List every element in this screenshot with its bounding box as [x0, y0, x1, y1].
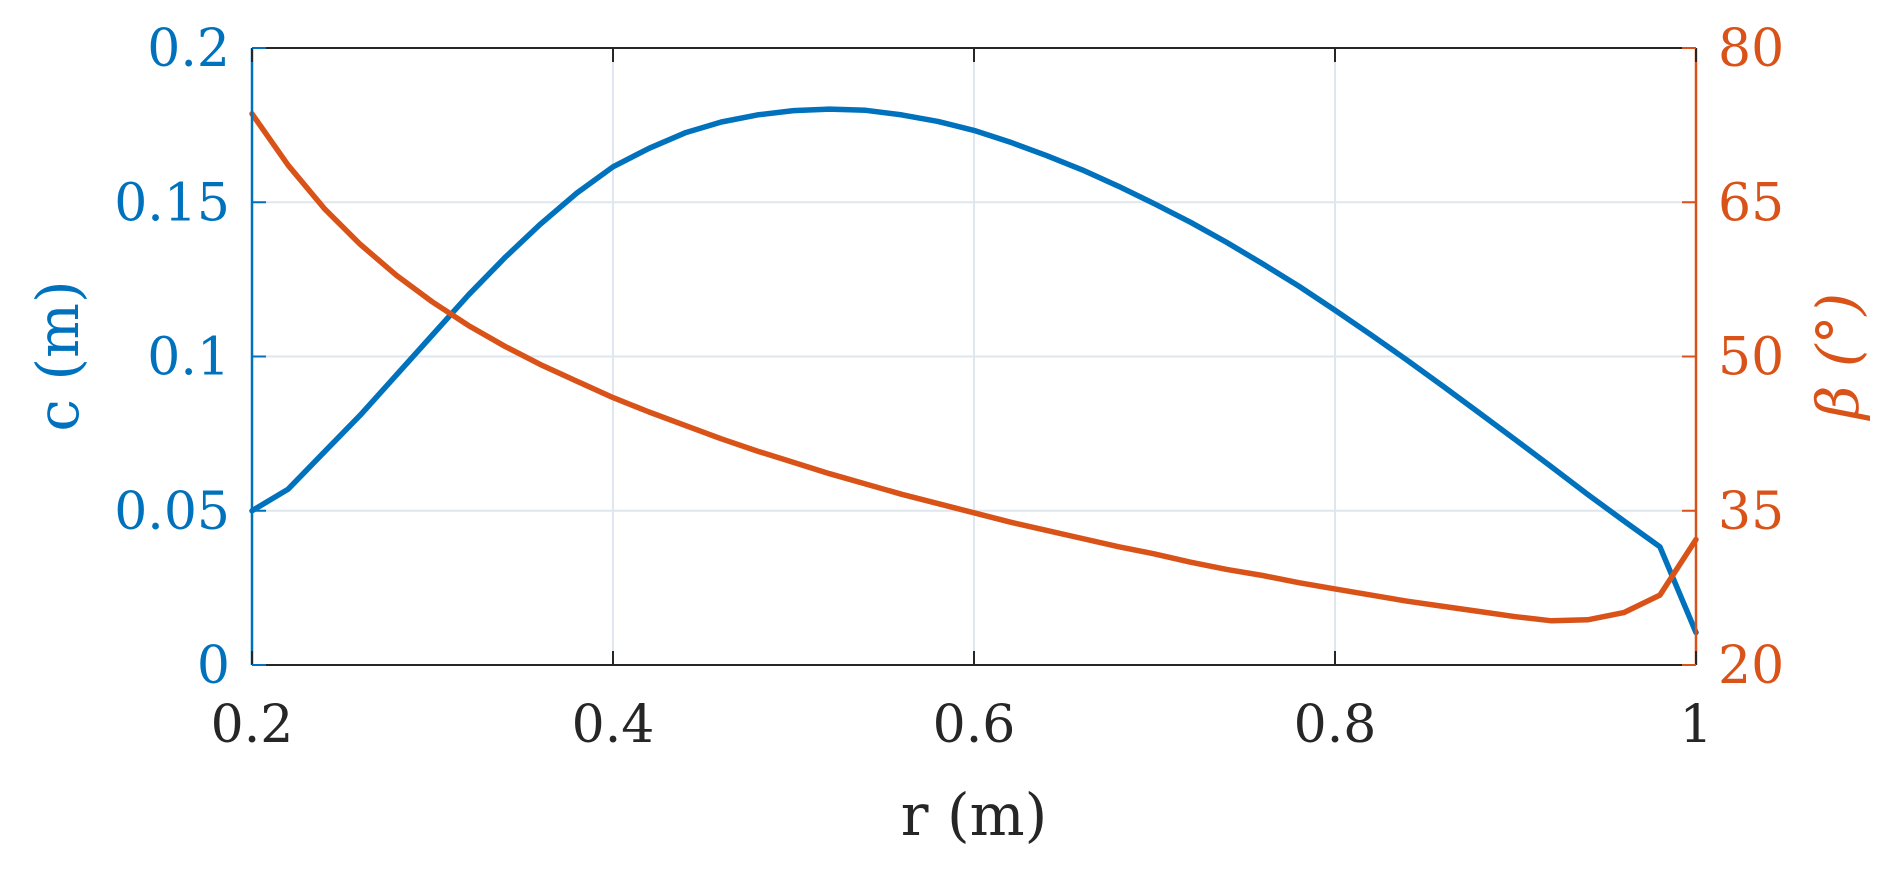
y-left-tick-label: 0.05 [114, 482, 230, 542]
x-tick-label: 0.8 [1294, 695, 1377, 755]
y-right-tick-label: 35 [1718, 482, 1784, 542]
x-tick-label: 0.4 [572, 695, 655, 755]
x-tick-label: 0.2 [211, 695, 294, 755]
y-left-tick-label: 0.15 [114, 173, 230, 233]
axes [250, 47, 1698, 666]
series-group [249, 106, 1699, 636]
y-axis-left-label: c (m) [24, 280, 92, 431]
y-right-tick-label: 65 [1718, 173, 1784, 233]
x-axis-label: r (m) [901, 781, 1047, 849]
y-right-tick-label: 80 [1718, 19, 1784, 79]
y-left-tick-label: 0 [197, 636, 230, 696]
x-tick-label: 1 [1679, 695, 1712, 755]
y-left-tick-label: 0.1 [147, 328, 230, 388]
x-tick-label: 0.6 [933, 695, 1016, 755]
y-right-tick-label: 50 [1718, 328, 1784, 388]
series-line-beta [249, 111, 1699, 624]
tick-labels: 0.2 0.4 0.6 0.8 1 0 0.05 0.1 0.15 0.2 20 35 50 65 80 [114, 19, 1784, 755]
y-left-tick-label: 0.2 [147, 19, 230, 79]
y-right-tick-label: 20 [1718, 636, 1784, 696]
series-line-c [249, 106, 1699, 636]
y-axis-right-label: β (°) [1804, 293, 1872, 421]
